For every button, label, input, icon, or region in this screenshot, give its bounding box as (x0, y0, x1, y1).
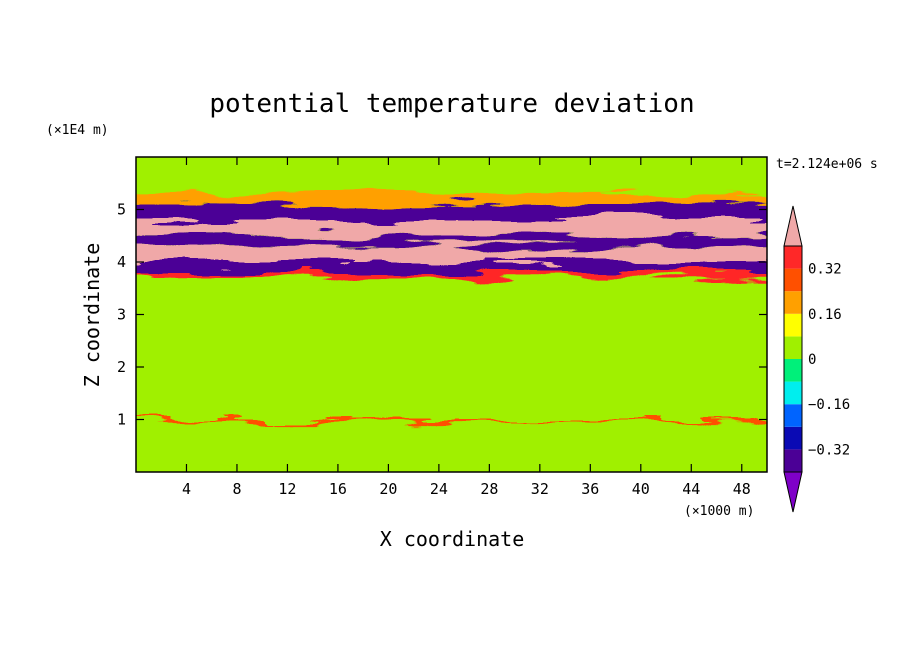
contour-band-9 (136, 193, 767, 205)
x-tick-label-9: 40 (632, 480, 650, 498)
colorbar-segment-9 (784, 246, 802, 269)
colorbar-segment-1 (784, 426, 802, 450)
x-tick-label-2: 12 (278, 480, 296, 498)
colorbar: 0.32 0.16 0 −0.16 −0.32 (783, 205, 850, 513)
y-tick-label-0: 1 (117, 411, 126, 429)
x-tick-label-6: 28 (480, 480, 498, 498)
contour-band-1 (136, 419, 767, 423)
colorbar-segment-8 (784, 268, 802, 292)
y-axis-label: Z coordinate (80, 243, 104, 388)
colorbar-label-1: 0.16 (808, 307, 842, 323)
x-axis-label: X coordinate (380, 527, 525, 551)
contour-band-5 (136, 246, 767, 262)
contour-band-2 (136, 277, 767, 420)
colorbar-frame (783, 245, 803, 473)
colorbar-extend-bottom (783, 471, 803, 513)
colorbar-extend-top (783, 205, 803, 247)
colorbar-segment-3 (784, 381, 802, 405)
contour-band-0 (136, 422, 767, 470)
y-tick-label-1: 2 (117, 358, 126, 376)
time-label: t=2.124e+06 s (776, 157, 878, 172)
contour-band-6 (136, 235, 767, 247)
colorbar-segment-7 (784, 291, 802, 314)
contour-band-10 (136, 157, 767, 194)
x-tick-label-7: 32 (531, 480, 549, 498)
contour-band-8 (136, 204, 767, 220)
chart-title: potential temperature deviation (209, 89, 694, 119)
x-tick-label-5: 24 (430, 480, 448, 498)
x-tick-label-11: 48 (733, 480, 751, 498)
contour-bands (136, 157, 767, 470)
x-tick-label-8: 36 (581, 480, 599, 498)
y-tick-label-4: 5 (117, 201, 126, 219)
colorbar-segment-6 (784, 313, 802, 337)
x-tick-label-10: 44 (682, 480, 700, 498)
y-tick-label-2: 3 (117, 306, 126, 324)
y-axis: 1 2 3 4 5 (117, 201, 767, 429)
colorbar-segment-4 (784, 359, 802, 382)
x-tick-label-1: 8 (232, 480, 241, 498)
colorbar-segment-2 (784, 404, 802, 427)
contour-band-7 (136, 220, 767, 236)
contour-band-3 (136, 272, 767, 278)
y-unit-label: (×1E4 m) (46, 123, 109, 138)
x-unit-label: (×1000 m) (684, 504, 754, 519)
x-tick-label-3: 16 (329, 480, 347, 498)
x-axis: 4 8 12 16 20 24 28 32 36 40 44 48 (182, 157, 751, 498)
y-tick-label-3: 4 (117, 253, 126, 271)
colorbar-label-2: 0 (808, 352, 816, 368)
plot-area (136, 157, 767, 472)
x-tick-label-0: 4 (182, 480, 191, 498)
colorbar-label-3: −0.16 (808, 397, 850, 413)
colorbar-segment-0 (784, 449, 802, 472)
colorbar-label-4: −0.32 (808, 442, 850, 458)
colorbar-segment-5 (784, 336, 802, 359)
contour-band-4 (136, 262, 767, 273)
colorbar-label-0: 0.32 (808, 262, 842, 278)
x-tick-label-4: 20 (379, 480, 397, 498)
